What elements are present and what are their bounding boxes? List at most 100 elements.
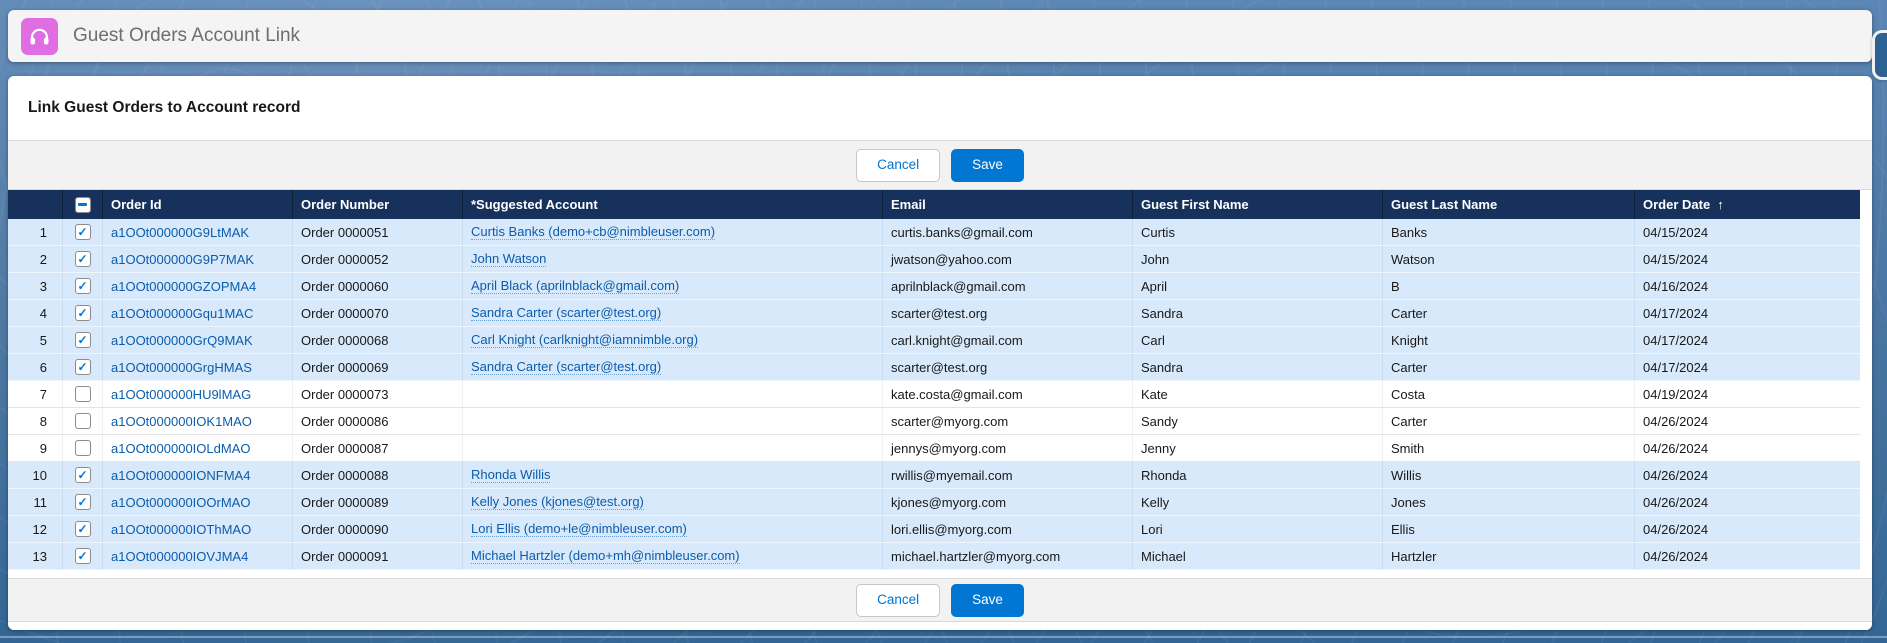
row-checkbox[interactable] [75, 386, 91, 402]
row-select-cell: ✓ [63, 300, 103, 326]
suggested-account-link[interactable]: Curtis Banks (demo+cb@nimbleuser.com) [471, 224, 715, 240]
suggested-account-cell: Sandra Carter (scarter@test.org) [463, 354, 883, 380]
row-checkbox[interactable] [75, 413, 91, 429]
col-header-last-name: Guest Last Name [1383, 190, 1635, 219]
order-date-cell: 04/15/2024 [1635, 246, 1860, 272]
page-title: Guest Orders Account Link [73, 25, 300, 47]
row-checkbox[interactable]: ✓ [75, 278, 91, 294]
row-checkbox[interactable]: ✓ [75, 467, 91, 483]
order-id-link[interactable]: a1OOt000000IONFMA4 [111, 468, 250, 483]
last-name-cell: Hartzler [1383, 543, 1635, 569]
order-number-cell: Order 0000089 [293, 489, 463, 515]
row-checkbox[interactable]: ✓ [75, 305, 91, 321]
table-header-row: Order Id Order Number *Suggested Account… [8, 190, 1860, 219]
app-header-bar: Guest Orders Account Link [8, 10, 1872, 62]
order-number-cell: Order 0000051 [293, 219, 463, 245]
order-id-link[interactable]: a1OOt000000Gqu1MAC [111, 306, 253, 321]
suggested-account-link[interactable]: Carl Knight (carlknight@iamnimble.org) [471, 332, 698, 348]
row-number: 1 [8, 219, 63, 245]
email-cell: scarter@myorg.com [883, 408, 1133, 434]
orders-table: Order Id Order Number *Suggested Account… [8, 190, 1860, 570]
email-cell: jwatson@yahoo.com [883, 246, 1133, 272]
suggested-account-link[interactable]: Sandra Carter (scarter@test.org) [471, 359, 661, 375]
suggested-account-link[interactable]: April Black (aprilnblack@gmail.com) [471, 278, 679, 294]
suggested-account-link[interactable]: Lori Ellis (demo+le@nimbleuser.com) [471, 521, 687, 537]
suggested-account-cell: John Watson [463, 246, 883, 272]
suggested-account-cell: Carl Knight (carlknight@iamnimble.org) [463, 327, 883, 353]
indeterminate-mark [78, 203, 87, 206]
row-select-cell: ✓ [63, 489, 103, 515]
table-row: 2✓a1OOt000000G9P7MAKOrder 0000052John Wa… [8, 246, 1860, 273]
email-cell: lori.ellis@myorg.com [883, 516, 1133, 542]
row-select-cell: ✓ [63, 219, 103, 245]
order-number-cell: Order 0000060 [293, 273, 463, 299]
first-name-cell: Lori [1133, 516, 1383, 542]
table-row: 4✓a1OOt000000Gqu1MACOrder 0000070Sandra … [8, 300, 1860, 327]
row-checkbox[interactable]: ✓ [75, 548, 91, 564]
last-name-cell: Watson [1383, 246, 1635, 272]
suggested-account-link[interactable]: John Watson [471, 251, 546, 267]
suggested-account-link[interactable]: Sandra Carter (scarter@test.org) [471, 305, 661, 321]
order-number-cell: Order 0000068 [293, 327, 463, 353]
order-id-link[interactable]: a1OOt000000IOK1MAO [111, 414, 252, 429]
row-checkbox[interactable]: ✓ [75, 494, 91, 510]
order-id-link[interactable]: a1OOt000000IOThMAO [111, 522, 251, 537]
order-id-link[interactable]: a1OOt000000G9P7MAK [111, 252, 254, 267]
order-id-link[interactable]: a1OOt000000IOVJMA4 [111, 549, 248, 564]
save-button[interactable]: Save [951, 149, 1024, 182]
row-number: 13 [8, 543, 63, 569]
save-button-bottom[interactable]: Save [951, 584, 1024, 617]
row-number: 2 [8, 246, 63, 272]
first-name-cell: Kate [1133, 381, 1383, 407]
top-action-bar: Cancel Save [8, 140, 1872, 190]
order-id-link[interactable]: a1OOt000000GZOPMA4 [111, 279, 256, 294]
last-name-cell: Knight [1383, 327, 1635, 353]
col-header-suggested-account: *Suggested Account [463, 190, 883, 219]
first-name-cell: Sandra [1133, 354, 1383, 380]
email-cell: curtis.banks@gmail.com [883, 219, 1133, 245]
order-id-link[interactable]: a1OOt000000GrQ9MAK [111, 333, 253, 348]
order-id-cell: a1OOt000000IOLdMAO [103, 435, 293, 461]
order-id-cell: a1OOt000000HU9lMAG [103, 381, 293, 407]
first-name-cell: Sandra [1133, 300, 1383, 326]
order-number-cell: Order 0000087 [293, 435, 463, 461]
cancel-button[interactable]: Cancel [856, 149, 940, 182]
edge-utility-button[interactable] [1872, 30, 1887, 80]
row-checkbox[interactable]: ✓ [75, 332, 91, 348]
select-all-checkbox[interactable] [75, 197, 91, 213]
order-id-link[interactable]: a1OOt000000HU9lMAG [111, 387, 251, 402]
order-date-cell: 04/26/2024 [1635, 543, 1860, 569]
row-checkbox[interactable]: ✓ [75, 359, 91, 375]
row-checkbox[interactable] [75, 440, 91, 456]
order-id-cell: a1OOt000000IOVJMA4 [103, 543, 293, 569]
order-number-cell: Order 0000091 [293, 543, 463, 569]
row-checkbox[interactable]: ✓ [75, 251, 91, 267]
row-number: 11 [8, 489, 63, 515]
email-cell: carl.knight@gmail.com [883, 327, 1133, 353]
email-cell: scarter@test.org [883, 354, 1133, 380]
table-body: 1 ✓ a1OOt000000G9LtMAK Order 0000051 Curtis … [8, 219, 1860, 570]
row-checkbox[interactable]: ✓ [75, 224, 91, 240]
suggested-account-link[interactable]: Michael Hartzler (demo+mh@nimbleuser.com… [471, 548, 740, 564]
order-id-cell: a1OOt000000Gqu1MAC [103, 300, 293, 326]
panel-heading: Link Guest Orders to Account record [8, 76, 1872, 140]
order-id-cell: a1OOt000000G9LtMAK [103, 219, 293, 245]
order-id-link[interactable]: a1OOt000000IOOrMAO [111, 495, 250, 510]
table-row: 10✓a1OOt000000IONFMA4Order 0000088Rhonda… [8, 462, 1860, 489]
suggested-account-link[interactable]: Kelly Jones (kjones@test.org) [471, 494, 644, 510]
row-select-cell: ✓ [63, 543, 103, 569]
suggested-account-link[interactable]: Rhonda Willis [471, 467, 550, 483]
sort-ascending-icon: ↑ [1717, 197, 1724, 212]
order-id-link[interactable]: a1OOt000000G9LtMAK [111, 225, 249, 240]
row-select-cell [63, 381, 103, 407]
col-header-order-date[interactable]: Order Date ↑ [1635, 190, 1860, 219]
last-name-cell: Banks [1383, 219, 1635, 245]
row-select-cell [63, 408, 103, 434]
order-id-link[interactable]: a1OOt000000IOLdMAO [111, 441, 250, 456]
last-name-cell: B [1383, 273, 1635, 299]
order-id-link[interactable]: a1OOt000000GrgHMAS [111, 360, 252, 375]
cancel-button-bottom[interactable]: Cancel [856, 584, 940, 617]
first-name-cell: Michael [1133, 543, 1383, 569]
email-cell: scarter@test.org [883, 300, 1133, 326]
row-checkbox[interactable]: ✓ [75, 521, 91, 537]
